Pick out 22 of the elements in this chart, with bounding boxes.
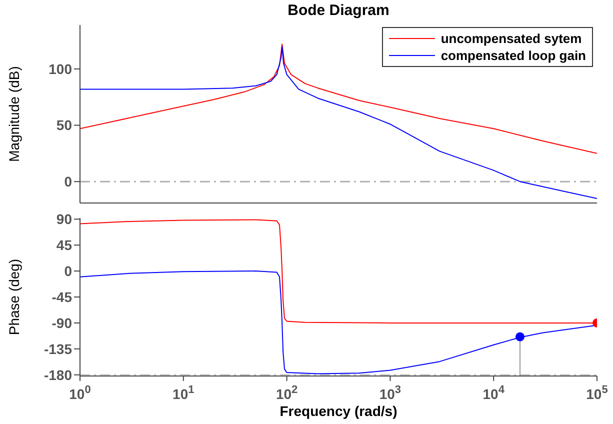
y-tick-label: 0 xyxy=(64,174,72,190)
y-tick-label: 0 xyxy=(64,263,72,280)
y-tick-label: -135 xyxy=(44,340,72,357)
y-tick-label: 50 xyxy=(56,117,72,134)
chart-title: Bode Diagram xyxy=(286,2,390,19)
x-tick-label: 10$^{1}$ xyxy=(172,384,194,402)
y-tick-label: 90 xyxy=(56,211,72,228)
y-axis-title: Phase (deg) xyxy=(6,258,22,336)
legend-label: compensated loop gain xyxy=(440,47,586,64)
y-tick-label: 100 xyxy=(48,60,72,77)
legend-label: uncompensated sytem xyxy=(440,30,582,47)
x-tick-label: 10$^{2}$ xyxy=(276,384,298,402)
y-tick-label: -90 xyxy=(52,314,72,331)
y-tick-label: -45 xyxy=(52,288,72,305)
y-axis-title: Magnitude (dB) xyxy=(6,66,22,162)
y-tick-label: 45 xyxy=(56,237,72,254)
x-axis-title: Frequency (rad/s) xyxy=(280,403,398,419)
x-tick-label: 10$^{4}$ xyxy=(482,384,506,402)
y-tick-label: -180 xyxy=(44,366,72,383)
x-tick-label: 10$^{0}$ xyxy=(69,384,91,402)
x-tick-label: 10$^{3}$ xyxy=(379,384,402,402)
x-tick-label: 10$^{5}$ xyxy=(586,384,608,402)
